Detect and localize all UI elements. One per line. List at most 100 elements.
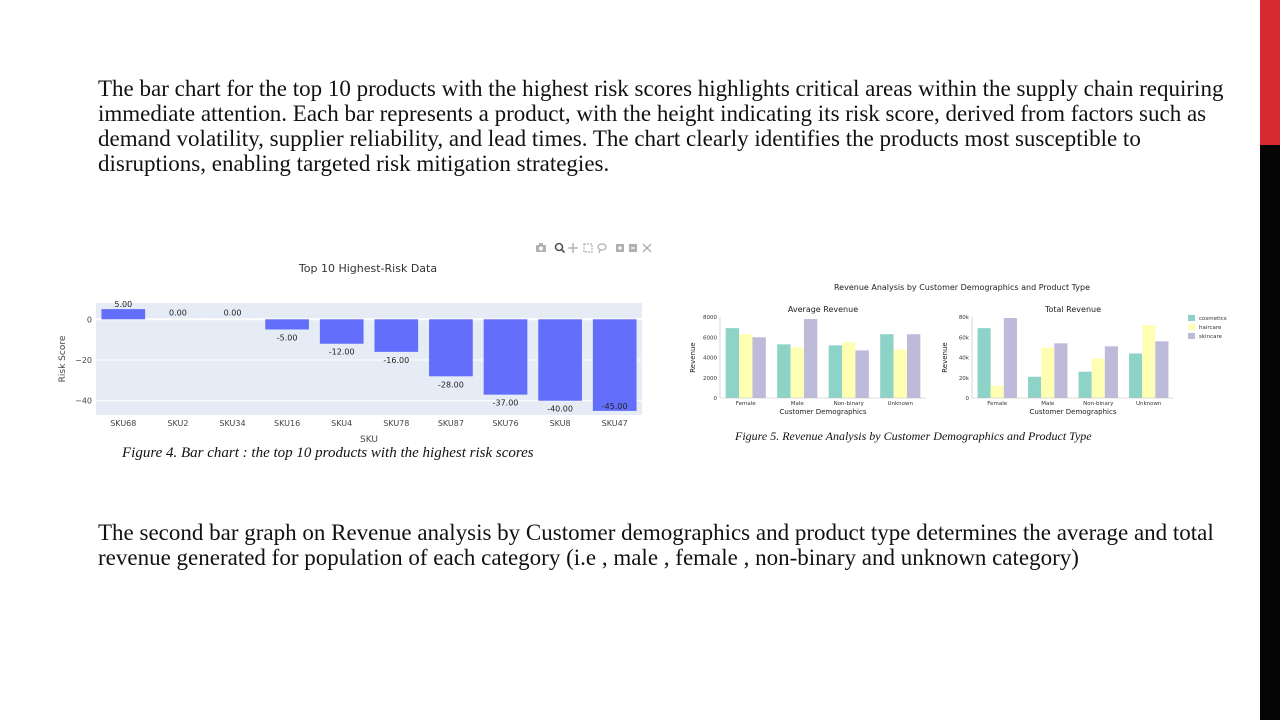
legend-label: haircare <box>1199 325 1222 331</box>
risk-bar <box>374 319 419 352</box>
y-tick-label: 6000 <box>703 335 717 341</box>
revenue-bar <box>977 328 991 398</box>
x-tick-label: Female <box>987 401 1008 407</box>
x-axis-label: Customer Demographics <box>780 408 867 416</box>
y-tick-label: −20 <box>75 356 92 365</box>
autoscale-icon[interactable] <box>642 243 652 253</box>
bar-value-label: -5.00 <box>277 333 298 342</box>
revenue-bar <box>828 345 843 398</box>
zoom-out-icon[interactable] <box>629 244 637 252</box>
revenue-bar <box>1054 343 1068 398</box>
x-tick-label: SKU78 <box>383 419 409 428</box>
x-axis-label: Customer Demographics <box>1030 408 1117 416</box>
y-tick-label: 40k <box>959 356 970 362</box>
x-tick-label: Male <box>791 401 805 407</box>
pan-icon[interactable] <box>568 243 578 253</box>
revenue-bar <box>777 344 791 398</box>
legend-swatch <box>1188 315 1195 321</box>
revenue-bar <box>1028 376 1042 398</box>
bar-value-label: -16.00 <box>383 356 409 365</box>
x-tick-label: SKU47 <box>602 419 628 428</box>
x-tick-label: Unknown <box>1136 401 1162 407</box>
y-tick-label: 2000 <box>703 376 717 382</box>
x-tick-label: SKU76 <box>492 419 518 428</box>
revenue-bar <box>1091 358 1105 398</box>
risk-bar <box>592 319 637 411</box>
revenue-bar <box>842 342 856 398</box>
legend-swatch <box>1188 324 1195 330</box>
chart-title: Top 10 Highest-Risk Data <box>298 262 437 275</box>
revenue-bar <box>1142 325 1156 398</box>
revenue-bar <box>855 350 869 398</box>
x-tick-label: SKU2 <box>167 419 188 428</box>
revenue-bar <box>1078 371 1092 398</box>
subplot-title: Average Revenue <box>788 305 858 314</box>
revenue-bar <box>1003 318 1017 398</box>
lasso-icon[interactable] <box>597 243 607 254</box>
revenue-bar <box>880 334 894 398</box>
x-tick-label: Non-binary <box>1083 401 1114 407</box>
y-tick-label: 20k <box>959 376 970 382</box>
box-select-icon[interactable] <box>583 243 593 253</box>
risk-bar <box>101 309 146 320</box>
figure-5-caption: Figure 5. Revenue Analysis by Customer D… <box>735 429 1092 443</box>
y-tick-label: 0 <box>714 396 718 402</box>
risk-bar <box>483 319 528 395</box>
revenue-bar <box>1041 347 1055 398</box>
x-tick-label: Non-binary <box>834 401 865 407</box>
x-tick-label: Unknown <box>887 401 913 407</box>
risk-score-bar-chart: Top 10 Highest-Risk Data 0 −20 −40 5.00 SKU68… <box>58 262 642 445</box>
y-tick-label: 4000 <box>703 356 717 362</box>
chart-toolbar <box>534 241 664 255</box>
revenue-bar <box>1104 346 1118 398</box>
revenue-bar <box>1155 341 1169 398</box>
x-tick-label: Male <box>1041 401 1055 407</box>
accent-bar-red <box>1260 0 1280 145</box>
revenue-bar <box>739 334 753 398</box>
x-tick-label: SKU87 <box>438 419 464 428</box>
revenue-analysis-chart: Revenue Analysis by Customer Demographic… <box>689 283 1227 416</box>
bar-value-label: -45.00 <box>602 402 628 411</box>
revenue-bar <box>893 349 907 398</box>
risk-bar <box>538 319 582 401</box>
legend-swatch <box>1188 333 1195 339</box>
y-axis-label: Risk Score <box>58 335 68 382</box>
intro-paragraph: The bar chart for the top 10 products wi… <box>98 76 1224 176</box>
legend-label: cosmetics <box>1199 316 1227 322</box>
accent-bar-black <box>1260 145 1280 720</box>
y-tick-label: 8000 <box>703 315 717 321</box>
revenue-bar <box>790 347 804 398</box>
risk-bar <box>265 319 309 330</box>
risk-bar <box>429 319 473 377</box>
x-tick-label: SKU68 <box>110 419 136 428</box>
x-tick-label: Female <box>736 401 757 407</box>
revenue-bar <box>803 319 818 398</box>
figure-suptitle: Revenue Analysis by Customer Demographic… <box>834 283 1090 292</box>
x-tick-label: SKU16 <box>274 419 300 428</box>
y-tick-label: 0 <box>966 396 970 402</box>
x-axis-label: SKU <box>360 435 378 445</box>
revenue-bar <box>990 385 1004 398</box>
camera-icon[interactable] <box>536 243 546 252</box>
bar-value-label: -37.00 <box>493 399 519 408</box>
zoom-in-icon[interactable] <box>616 244 624 252</box>
revenue-bar <box>1129 353 1143 398</box>
y-tick-label: −40 <box>75 397 92 406</box>
y-tick-label: 60k <box>959 335 970 341</box>
x-tick-label: SKU4 <box>331 419 352 428</box>
subplot-title: Total Revenue <box>1044 305 1101 314</box>
bar-value-label: 0.00 <box>169 308 187 317</box>
zoom-icon[interactable] <box>554 242 566 254</box>
bar-value-label: 0.00 <box>224 308 242 317</box>
y-tick-label: 80k <box>959 315 970 321</box>
revenue-bar <box>725 328 740 398</box>
bar-value-label: -40.00 <box>547 405 573 414</box>
y-tick-label: 0 <box>87 315 92 324</box>
bar-value-label: -12.00 <box>329 348 355 357</box>
y-axis-label: Revenue <box>941 342 949 373</box>
revenue-bar <box>906 334 921 398</box>
legend-label: skincare <box>1199 334 1223 340</box>
bar-value-label: 5.00 <box>114 300 132 309</box>
risk-bar <box>319 319 364 344</box>
figure-4-caption: Figure 4. Bar chart : the top 10 product… <box>122 445 534 461</box>
